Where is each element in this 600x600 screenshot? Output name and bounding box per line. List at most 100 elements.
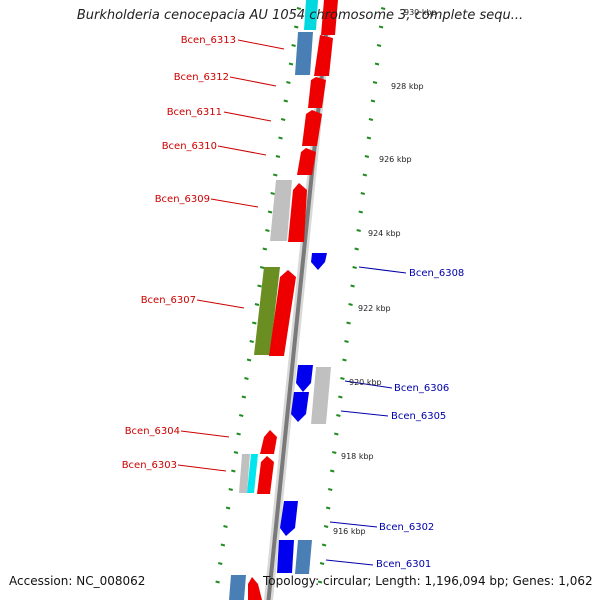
gc-dash (294, 25, 299, 29)
gc-dash (332, 451, 337, 454)
gene-label-6311: Bcen_6311 (167, 107, 222, 118)
gene-label-6306: Bcen_6306 (394, 383, 449, 394)
gene-label-6302: Bcen_6302 (379, 522, 434, 533)
reverse-gene-6305 (291, 392, 309, 422)
gc-dash (233, 451, 239, 454)
gene-labels: Bcen_6313 Bcen_6312 Bcen_6311 Bcen_6310 … (122, 35, 465, 570)
gc-dash (321, 543, 327, 547)
forward-gene-6309 (288, 183, 307, 242)
gene-label-6312: Bcen_6312 (174, 72, 229, 83)
gc-dash (220, 543, 226, 547)
gc-dash (215, 580, 220, 584)
forward-gene-6311 (302, 110, 322, 146)
gc-dash (364, 155, 370, 158)
cyan-feature-6303 (247, 454, 258, 493)
map-title: Burkholderia cenocepacia AU 1054 chromos… (76, 8, 524, 23)
tick-label: 916 kbp (333, 527, 366, 536)
gc-dash (265, 229, 270, 232)
forward-gene-6312 (308, 77, 326, 108)
gc-dash (244, 377, 249, 380)
gc-dash (231, 469, 236, 473)
gc-dash (246, 358, 252, 362)
tick-label: 928 kbp (391, 82, 424, 91)
gc-dash (249, 340, 254, 343)
forward-gene-6303 (257, 456, 274, 494)
forward-gene-bottom (248, 577, 262, 600)
gc-dash (350, 284, 355, 288)
gc-dash (360, 192, 366, 195)
reverse-gene-6301 (277, 540, 294, 573)
gc-dash (270, 192, 275, 195)
gc-dash (278, 136, 283, 140)
gene-label-6313: Bcen_6313 (181, 35, 236, 46)
gc-dash (358, 210, 363, 214)
gc-dash (334, 432, 339, 436)
grey-feature-6309 (270, 180, 292, 241)
tick-label: 930 kbp (404, 8, 437, 17)
tick-label: 920 kbp (349, 378, 382, 387)
gc-dash (225, 506, 231, 510)
gc-dash (291, 44, 296, 47)
forward-gene-top (321, 0, 338, 35)
grey-feature-6303 (239, 454, 250, 493)
gene-label-6305: Bcen_6305 (391, 411, 446, 422)
olive-feature-6307 (254, 267, 280, 355)
gc-dash (262, 247, 268, 251)
gene-label-6301: Bcen_6301 (376, 559, 431, 570)
gc-dash (273, 173, 278, 177)
gc-dash (362, 173, 368, 177)
gc-dash (368, 118, 374, 121)
gc-dash (342, 358, 347, 362)
accession-text: Accession: NC_008062 (9, 574, 146, 588)
gene-label-6307: Bcen_6307 (141, 295, 196, 306)
gc-dash (228, 488, 233, 491)
gc-dash (241, 395, 247, 399)
gc-dash (325, 506, 331, 510)
reverse-gene-6308 (311, 253, 327, 270)
gene-label-6309: Bcen_6309 (155, 194, 210, 205)
gc-dash (317, 580, 323, 584)
gc-dash (286, 81, 291, 84)
steel-feature-6301 (295, 540, 312, 574)
forward-gene-6310 (297, 148, 316, 175)
steel-feature (295, 32, 313, 75)
gc-dash (338, 395, 343, 399)
gc-dash (344, 340, 349, 343)
gc-dash (323, 525, 329, 528)
gc-dash (283, 99, 289, 103)
forward-gene-6304 (260, 430, 277, 454)
gc-dash (348, 303, 353, 306)
gc-dash (376, 44, 382, 47)
gc-dash (236, 432, 241, 436)
tick-label: 924 kbp (368, 229, 401, 238)
gene-label-6310: Bcen_6310 (162, 141, 217, 152)
cyan-feature (304, 0, 318, 30)
forward-gene-6307 (269, 270, 296, 356)
gc-dash (280, 118, 286, 121)
tick-label: 922 kbp (358, 304, 391, 313)
tick-label: 926 kbp (379, 155, 412, 164)
gc-dash (254, 303, 260, 306)
gc-dash (372, 81, 378, 84)
gc-dash (330, 469, 335, 473)
leader-lines (177, 39, 407, 566)
gc-dash (366, 136, 372, 140)
gc-dash (252, 321, 257, 325)
gc-dash (319, 562, 325, 565)
gc-dash (257, 284, 262, 288)
gc-dash (288, 62, 294, 66)
gc-dash (327, 488, 333, 491)
gc-dash (380, 7, 386, 10)
gc-dash (223, 525, 228, 528)
gc-skew-dash-rings (215, 7, 386, 584)
gc-dash (296, 7, 302, 10)
tick-label: 918 kbp (341, 452, 374, 461)
topology-text: Topology: circular; Length: 1,196,094 bp… (263, 574, 593, 588)
gc-dash (259, 266, 265, 269)
features-layer (229, 0, 338, 600)
gc-dash (275, 155, 281, 158)
reverse-gene-6306 (296, 365, 313, 392)
gene-label-6303: Bcen_6303 (122, 460, 177, 471)
gc-dash (217, 562, 223, 565)
